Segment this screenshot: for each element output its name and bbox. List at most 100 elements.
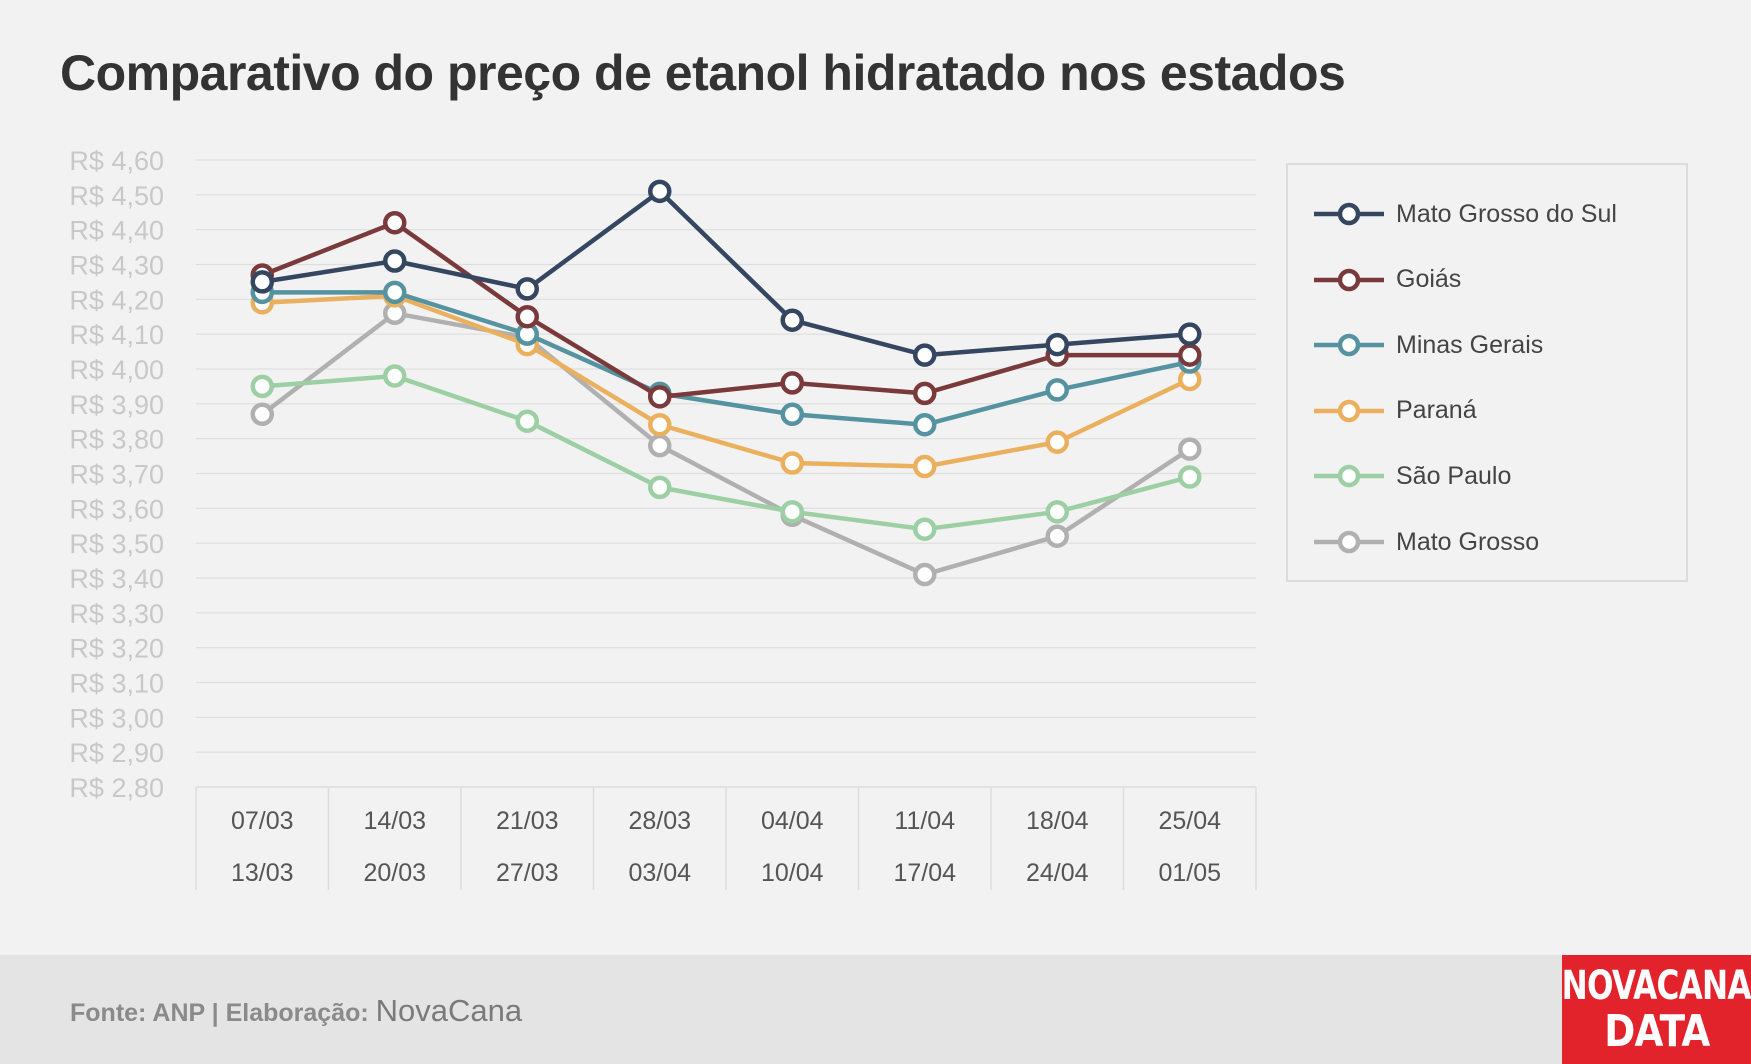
legend-item: Mato Grosso (1312, 522, 1539, 562)
series-goiás (250, 210, 1202, 409)
data-point (913, 562, 937, 587)
x-tick-label-end: 10/04 (761, 859, 824, 887)
x-tick-label-end: 20/03 (363, 859, 426, 887)
series-mato-grosso-do-sul (250, 179, 1202, 367)
legend-swatch-marker (1337, 465, 1361, 488)
y-tick-label: R$ 2,90 (69, 738, 164, 768)
legend-item: São Paulo (1312, 456, 1511, 496)
series-line (262, 290, 1191, 427)
data-point (515, 305, 539, 329)
y-tick-label: R$ 3,60 (69, 494, 164, 524)
logo-line-1: NOVACANA (1561, 962, 1751, 1009)
brand-text: NovaCana (375, 993, 523, 1028)
y-tick-label: R$ 4,40 (69, 216, 164, 246)
data-point (648, 179, 672, 204)
legend-item: Mato Grosso do Sul (1312, 194, 1617, 234)
series-line (262, 373, 1191, 532)
series-lines (250, 179, 1202, 587)
y-tick-label: R$ 3,20 (69, 634, 164, 664)
data-point (648, 385, 672, 409)
series-line (261, 220, 1190, 400)
logo-line-2: DATA (1603, 1005, 1710, 1057)
y-tick-label: R$ 3,10 (69, 669, 164, 699)
data-point (1045, 524, 1069, 548)
x-tick-label-start: 28/03 (628, 807, 691, 835)
data-point (913, 412, 937, 437)
x-tick-label-start: 11/04 (894, 807, 955, 835)
y-tick-label: R$ 2,80 (69, 773, 164, 803)
legend-swatch (1314, 333, 1384, 357)
x-tick-label-end: 01/05 (1158, 859, 1221, 887)
legend-swatch-marker (1337, 333, 1361, 357)
data-point (648, 475, 672, 500)
data-point (780, 451, 804, 475)
x-tick-label-end: 03/04 (628, 859, 691, 887)
legend-item: Minas Gerais (1312, 325, 1543, 365)
legend-swatch (1314, 202, 1384, 226)
legend-swatch-marker (1337, 202, 1361, 226)
y-tick-label: R$ 4,60 (69, 146, 164, 176)
legend-label: Minas Gerais (1396, 330, 1544, 359)
legend-swatch (1314, 399, 1384, 423)
x-tick-label-start: 25/04 (1158, 807, 1221, 835)
data-point (780, 402, 804, 427)
chart-title: Comparativo do preço de etanol hidratado… (60, 45, 1346, 101)
y-tick-label: R$ 4,10 (69, 320, 164, 350)
legend-swatch (1314, 530, 1384, 554)
x-tick-label-start: 18/04 (1026, 807, 1089, 835)
x-axis-categories: 07/03 13/03 14/03 20/03 21/03 27/03 28/03 03/04… (195, 786, 1257, 890)
legend-item: Paraná (1312, 391, 1477, 431)
series-paraná (250, 284, 1202, 479)
data-point (1045, 332, 1069, 357)
data-point (780, 371, 804, 395)
legend-label: Goiás (1396, 265, 1462, 294)
legend: Mato Grosso do Sul Goiás Minas Gerais Paran… (1286, 163, 1688, 582)
data-point (383, 364, 407, 388)
y-tick-label: R$ 4,20 (69, 285, 164, 315)
x-tick-label-end: 17/04 (893, 859, 956, 887)
line-chart: R$ 4,60 R$ 4,50 R$ 4,40 R$ 4,30 R$ 4,20 R$ 4,… (69, 146, 1257, 890)
y-tick-label: R$ 4,30 (69, 251, 164, 281)
data-point (515, 277, 539, 301)
y-tick-label: R$ 3,00 (69, 703, 164, 733)
legend-swatch-marker (1337, 268, 1361, 291)
x-tick-label-end: 24/04 (1026, 859, 1089, 887)
x-tick-label-start: 14/03 (363, 807, 426, 835)
legend-label: Mato Grosso (1396, 527, 1540, 556)
source-text: Fonte: ANP | Elaboração: (70, 999, 369, 1027)
data-point (648, 433, 672, 458)
data-point (913, 454, 937, 479)
data-point (250, 402, 274, 427)
source-credit: Fonte: ANP | Elaboração: NovaCana (70, 993, 522, 1029)
legend-swatch (1314, 465, 1384, 488)
series-line (260, 311, 1192, 577)
legend-label: Paraná (1396, 396, 1477, 425)
data-point (1178, 465, 1202, 489)
legend-item: Goiás (1312, 260, 1461, 300)
data-point (913, 381, 937, 406)
y-tick-label: R$ 4,00 (69, 355, 164, 385)
y-axis-tick-labels: R$ 4,60 R$ 4,50 R$ 4,40 R$ 4,30 R$ 4,20 R$ 4,… (69, 146, 164, 803)
data-point (515, 409, 539, 433)
data-point (1178, 437, 1202, 461)
data-point (250, 270, 274, 294)
data-point (383, 280, 407, 305)
data-point (780, 308, 804, 332)
y-tick-label: R$ 4,50 (69, 181, 164, 211)
data-point (383, 249, 407, 273)
data-point (913, 517, 937, 541)
series-line (262, 293, 1191, 469)
y-tick-label: R$ 3,90 (69, 390, 164, 420)
legend-label: Mato Grosso do Sul (1396, 199, 1617, 228)
data-point (1178, 343, 1202, 367)
legend-label: São Paulo (1396, 461, 1512, 490)
legend-swatch (1314, 268, 1384, 291)
series-são-paulo (250, 364, 1202, 541)
data-point (1045, 500, 1069, 524)
y-tick-label: R$ 3,50 (69, 529, 164, 559)
x-tick-label-end: 27/03 (496, 859, 559, 887)
data-point (1045, 430, 1069, 454)
legend-swatch-marker (1337, 530, 1361, 554)
data-point (383, 210, 407, 235)
y-tick-label: R$ 3,40 (69, 564, 164, 594)
